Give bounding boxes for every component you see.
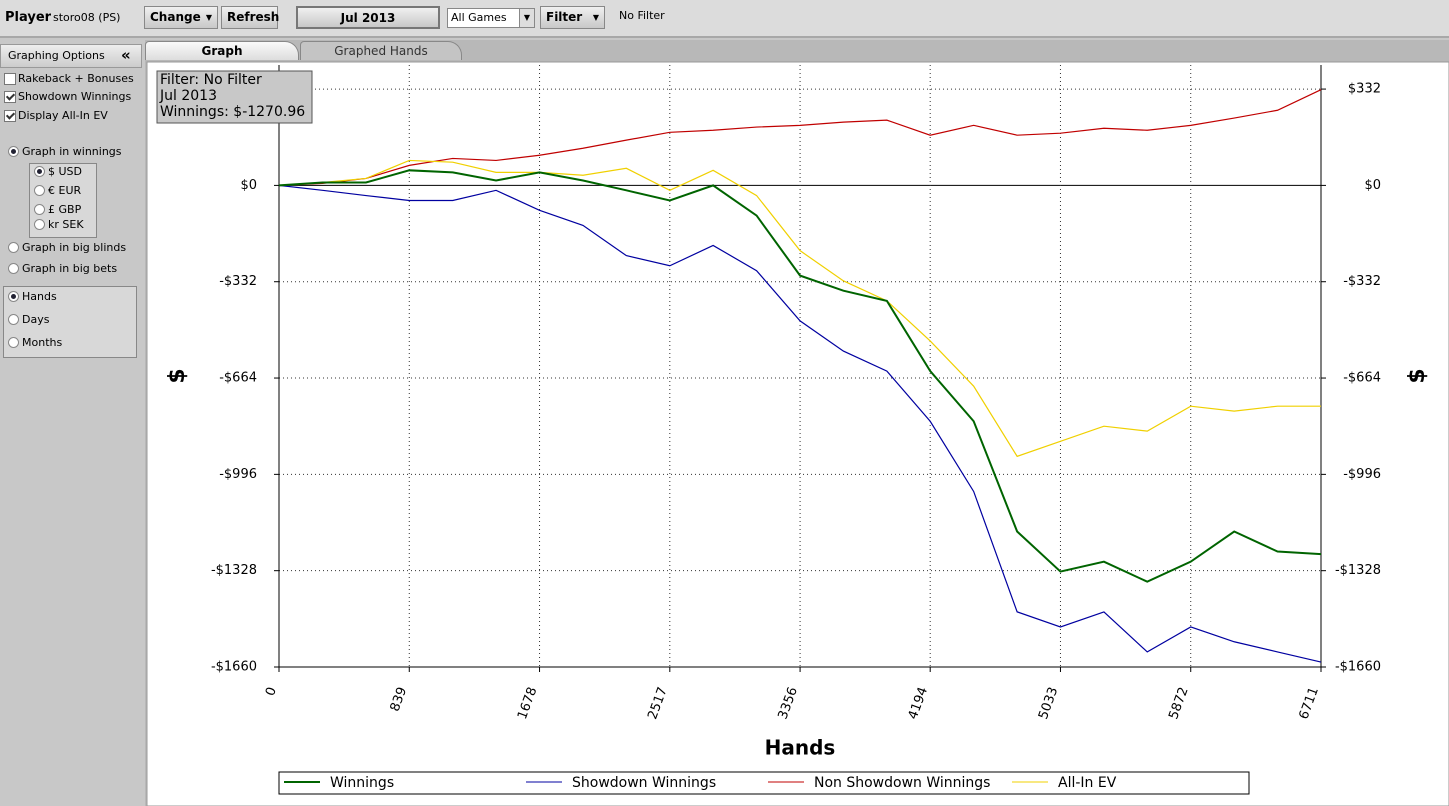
toolbar: Player storo08 (PS) Change ▼ Refresh Jul …: [0, 0, 1449, 38]
option-label: £ GBP: [48, 203, 82, 216]
series-line: [278, 89, 1322, 186]
option-label: kr SEK: [48, 218, 84, 231]
legend: [278, 771, 1250, 795]
radio-button[interactable]: [34, 204, 45, 215]
option-label: Graph in big blinds: [22, 241, 127, 254]
filter-button[interactable]: Filter ▼: [540, 6, 605, 29]
y2-tick-label: $332: [1348, 82, 1381, 97]
tab[interactable]: Graphed Hands: [300, 41, 462, 60]
chart: $332$332$0$0-$332-$332-$664-$664-$996-$9…: [146, 61, 1449, 806]
x-axis-label: Hands: [765, 736, 836, 760]
x-mode-group: [3, 286, 137, 358]
radio-button[interactable]: [8, 242, 19, 253]
y-tick-label: -$332: [219, 274, 257, 289]
y2-axis-label: $: [1405, 368, 1430, 383]
radio-button[interactable]: [8, 146, 19, 157]
checkbox[interactable]: [4, 110, 16, 122]
option-label: Days: [22, 313, 50, 326]
date-button[interactable]: Jul 2013: [296, 6, 440, 29]
info-text: Jul 2013: [159, 88, 217, 104]
series-line: [278, 169, 1322, 583]
checkbox[interactable]: [4, 73, 16, 85]
radio-button[interactable]: [8, 337, 19, 348]
y-tick-label: -$664: [219, 371, 257, 386]
legend-label: All-In EV: [1058, 775, 1117, 791]
y-tick-label: -$1328: [211, 563, 257, 578]
legend-label: Showdown Winnings: [572, 775, 716, 791]
radio-button[interactable]: [8, 291, 19, 302]
radio-button[interactable]: [34, 185, 45, 196]
sidebar: Graphing Options « Rakeback + Bonuses Sho…: [0, 40, 143, 806]
sidebar-title: Graphing Options: [8, 49, 105, 62]
y2-tick-label: -$996: [1343, 467, 1381, 482]
refresh-button[interactable]: Refresh: [221, 6, 279, 29]
radio-button[interactable]: [34, 166, 45, 177]
option-label: Months: [22, 336, 63, 349]
y2-tick-label: -$1328: [1335, 563, 1381, 578]
series-line: [278, 159, 1321, 458]
button-text: Filter: [546, 10, 583, 24]
radio-button[interactable]: [8, 314, 19, 325]
legend-label: Non Showdown Winnings: [814, 775, 990, 791]
button-text: Change: [150, 10, 201, 24]
radio-button[interactable]: [8, 263, 19, 274]
info-box: [156, 70, 313, 124]
y2-tick-label: -$1660: [1335, 660, 1381, 675]
option-label: Rakeback + Bonuses: [18, 72, 134, 85]
games-select[interactable]: All Games ▼: [447, 8, 535, 28]
option-label: € EUR: [48, 184, 82, 197]
change-button[interactable]: Change ▼: [144, 6, 218, 29]
filter-text: No Filter: [619, 9, 665, 22]
y-tick-label: $0: [240, 178, 257, 193]
option-label: Hands: [22, 290, 57, 303]
option-label: Showdown Winnings: [18, 90, 132, 103]
y-tick-label: -$996: [219, 467, 257, 482]
player-name: storo08 (PS): [53, 11, 121, 24]
y2-tick-label: -$332: [1343, 274, 1381, 289]
checkbox[interactable]: [4, 91, 16, 103]
sidebar-header: Graphing Options «: [0, 44, 142, 68]
collapse-icon[interactable]: «: [121, 46, 131, 64]
info-text: Winnings: $-1270.96: [160, 104, 305, 120]
series-line: [278, 184, 1322, 663]
option-label: Display All-In EV: [18, 109, 108, 122]
player-label: Player: [5, 10, 52, 25]
info-text: Filter: No Filter: [160, 72, 262, 88]
y-axis-label: $: [165, 368, 190, 383]
y-tick-label: -$1660: [211, 660, 257, 675]
radio-button[interactable]: [34, 219, 45, 230]
y2-tick-label: $0: [1364, 178, 1381, 193]
select-text: All Games: [451, 11, 507, 24]
option-label: $ USD: [48, 165, 82, 178]
y2-tick-label: -$664: [1343, 371, 1381, 386]
tab[interactable]: Graph: [145, 41, 299, 60]
option-label: Graph in winnings: [22, 145, 122, 158]
legend-label: Winnings: [330, 775, 394, 791]
option-label: Graph in big bets: [22, 262, 118, 275]
